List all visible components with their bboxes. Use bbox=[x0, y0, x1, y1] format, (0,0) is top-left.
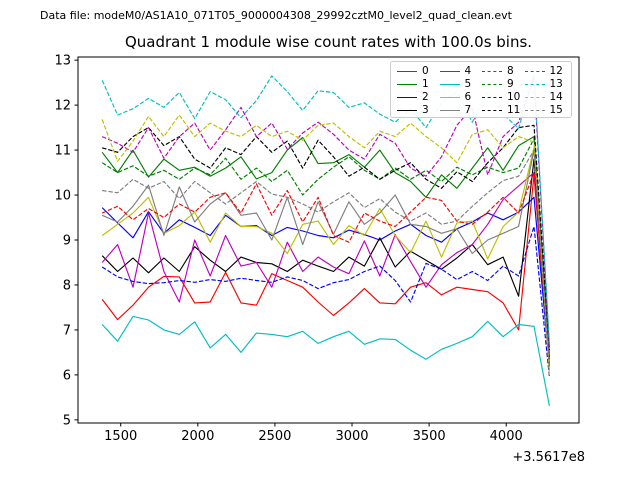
series-line-2 bbox=[101, 196, 550, 366]
legend-item-4: 4 bbox=[439, 65, 483, 78]
y-tick-label: 8 bbox=[63, 278, 71, 293]
legend-label: 0 bbox=[422, 65, 429, 77]
legend-line-sample bbox=[397, 84, 417, 85]
series-line-8 bbox=[101, 172, 550, 362]
series-line-10 bbox=[101, 225, 550, 378]
legend-line-sample bbox=[482, 71, 502, 72]
x-tick-label: 4000 bbox=[490, 429, 523, 444]
legend-label: 9 bbox=[507, 78, 514, 90]
legend-item-8: 8 bbox=[482, 65, 525, 78]
legend-label: 14 bbox=[549, 91, 563, 103]
legend: 0 1 2 3 4 5 6 7 8 9 10 11 12 13 14 15 bbox=[390, 61, 572, 118]
legend-line-sample bbox=[397, 110, 417, 111]
y-tick-label: 6 bbox=[63, 368, 71, 383]
legend-line-sample bbox=[482, 84, 502, 85]
legend-item-1: 1 bbox=[397, 78, 440, 91]
legend-label: 5 bbox=[464, 78, 472, 90]
legend-line-sample bbox=[482, 110, 502, 111]
legend-line-sample bbox=[524, 97, 545, 98]
legend-item-3: 3 bbox=[397, 104, 440, 117]
y-tick-label: 12 bbox=[54, 99, 71, 114]
legend-line-sample bbox=[439, 97, 460, 98]
legend-line-sample bbox=[397, 97, 417, 98]
y-tick-label: 5 bbox=[63, 413, 71, 428]
data-file-label: Data file: modeM0/AS1A10_071T05_90000043… bbox=[40, 9, 512, 22]
legend-item-6: 6 bbox=[439, 91, 483, 104]
legend-item-0: 0 bbox=[397, 65, 440, 78]
legend-label: 15 bbox=[549, 104, 563, 116]
series-line-15 bbox=[102, 149, 550, 369]
legend-line-sample bbox=[482, 97, 502, 98]
legend-item-10: 10 bbox=[482, 91, 525, 104]
y-tick-label: 11 bbox=[54, 144, 71, 159]
series-line-12 bbox=[101, 77, 550, 348]
legend-label: 13 bbox=[549, 78, 563, 90]
legend-item-7: 7 bbox=[439, 104, 483, 117]
series-line-4 bbox=[101, 172, 550, 355]
series-line-6 bbox=[101, 147, 550, 371]
legend-item-12: 12 bbox=[524, 65, 568, 78]
x-tick-label: 1500 bbox=[104, 429, 137, 444]
series-line-3 bbox=[101, 158, 550, 357]
legend-label: 8 bbox=[507, 65, 514, 77]
legend-item-11: 11 bbox=[482, 104, 525, 117]
x-tick-label: 3000 bbox=[335, 429, 368, 444]
legend-item-5: 5 bbox=[439, 78, 483, 91]
legend-line-sample bbox=[397, 71, 417, 72]
x-tick-label: 2500 bbox=[258, 429, 291, 444]
legend-item-15: 15 bbox=[524, 104, 568, 117]
series-line-7 bbox=[101, 149, 550, 355]
chart-title: Quadrant 1 module wise count rates with … bbox=[124, 33, 533, 51]
legend-label: 12 bbox=[549, 65, 563, 77]
legend-label: 1 bbox=[422, 78, 429, 90]
legend-label: 6 bbox=[464, 91, 472, 103]
x-tick-label: 2000 bbox=[181, 429, 214, 444]
legend-label: 11 bbox=[507, 104, 521, 116]
legend-label: 10 bbox=[507, 91, 521, 103]
legend-item-13: 13 bbox=[524, 78, 568, 91]
x-axis-offset-label: +3.5617e8 bbox=[512, 450, 585, 465]
x-tick-label: 3500 bbox=[413, 429, 446, 444]
series-line-5 bbox=[101, 315, 550, 407]
legend-item-2: 2 bbox=[397, 91, 440, 104]
legend-line-sample bbox=[439, 71, 460, 72]
legend-item-14: 14 bbox=[524, 91, 568, 104]
legend-line-sample bbox=[524, 71, 545, 72]
series-line-0 bbox=[101, 174, 550, 364]
legend-label: 3 bbox=[422, 104, 429, 116]
legend-label: 2 bbox=[422, 91, 429, 103]
legend-line-sample bbox=[439, 84, 460, 85]
y-tick-label: 13 bbox=[54, 54, 71, 69]
series-line-11 bbox=[102, 124, 550, 351]
series-line-14 bbox=[101, 114, 550, 375]
y-tick-label: 10 bbox=[54, 189, 71, 204]
legend-label: 4 bbox=[464, 65, 472, 77]
y-tick-label: 9 bbox=[63, 234, 71, 249]
legend-column: 8 9 10 11 bbox=[482, 65, 525, 117]
legend-label: 7 bbox=[464, 104, 472, 116]
legend-column: 12 13 14 15 bbox=[524, 65, 568, 117]
series-line-9 bbox=[101, 138, 550, 353]
series-line-1 bbox=[101, 136, 550, 360]
legend-line-sample bbox=[439, 110, 460, 111]
legend-item-9: 9 bbox=[482, 78, 525, 91]
legend-line-sample bbox=[524, 84, 545, 85]
legend-line-sample bbox=[524, 110, 545, 111]
y-tick-label: 7 bbox=[63, 323, 71, 338]
